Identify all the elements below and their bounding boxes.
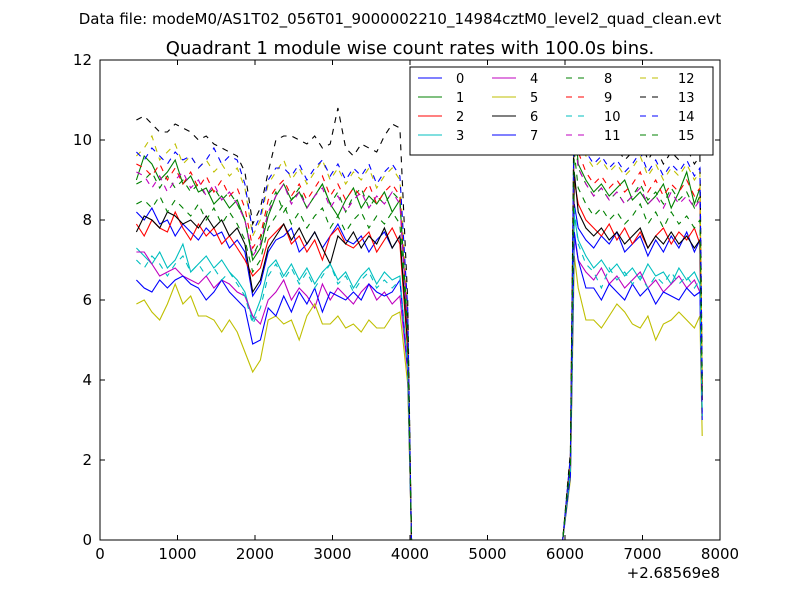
series-line-8 xyxy=(136,131,703,540)
y-tick-label: 6 xyxy=(82,291,92,309)
y-tick-label: 0 xyxy=(82,531,92,549)
legend-label-15: 15 xyxy=(678,129,695,144)
series-line-1 xyxy=(135,115,703,540)
x-tick-label: 2000 xyxy=(236,545,274,563)
y-tick-label: 4 xyxy=(82,371,92,389)
x-tick-label: 6000 xyxy=(546,545,584,563)
series-line-6 xyxy=(135,171,703,540)
x-tick-label: 0 xyxy=(95,545,105,563)
legend-label-6: 6 xyxy=(530,110,538,125)
legend-label-7: 7 xyxy=(530,129,538,144)
y-tick-label: 2 xyxy=(82,451,92,469)
legend-frame xyxy=(409,66,714,156)
legend-label-11: 11 xyxy=(604,129,621,144)
y-tick-label: 12 xyxy=(73,51,92,69)
legend-label-9: 9 xyxy=(604,91,612,106)
series-line-15 xyxy=(136,151,703,540)
x-offset-label: +2.68569e8 xyxy=(627,564,720,582)
y-tick-label: 10 xyxy=(73,131,92,149)
legend-label-13: 13 xyxy=(678,91,695,106)
legend-label-1: 1 xyxy=(456,91,464,106)
series-line-0 xyxy=(136,203,703,540)
legend-label-5: 5 xyxy=(530,91,538,106)
x-tick-label: 5000 xyxy=(468,545,506,563)
series-line-5 xyxy=(136,255,703,540)
series-line-12 xyxy=(136,95,703,540)
series-line-9 xyxy=(136,107,703,540)
legend-label-2: 2 xyxy=(456,110,464,125)
x-tick-label: 7000 xyxy=(623,545,661,563)
figure-suptitle: Data file: modeM0/AS1T02_056T01_90000022… xyxy=(79,10,722,29)
legend-label-8: 8 xyxy=(604,72,612,87)
legend-label-4: 4 xyxy=(530,72,538,87)
legend-label-12: 12 xyxy=(678,72,695,87)
x-tick-label: 8000 xyxy=(701,545,739,563)
chart-title: Quadrant 1 module wise count rates with … xyxy=(166,38,655,59)
x-tick-label: 1000 xyxy=(158,545,196,563)
legend-label-3: 3 xyxy=(456,129,464,144)
legend-label-0: 0 xyxy=(456,72,464,87)
series-line-7 xyxy=(136,231,703,540)
series-line-4 xyxy=(136,235,703,540)
series-line-2 xyxy=(135,179,703,540)
series-line-14 xyxy=(136,91,703,540)
legend-label-14: 14 xyxy=(678,110,695,125)
series-line-11 xyxy=(136,123,703,540)
series-line-3 xyxy=(136,215,703,540)
y-tick-label: 8 xyxy=(82,211,92,229)
legend-label-10: 10 xyxy=(604,110,621,125)
axis-ticks: 0 1000 2000 3000 4000 5000 6000 7000 80000246810… xyxy=(73,51,739,563)
x-tick-label: 3000 xyxy=(313,545,351,563)
x-tick-label: 4000 xyxy=(391,545,429,563)
